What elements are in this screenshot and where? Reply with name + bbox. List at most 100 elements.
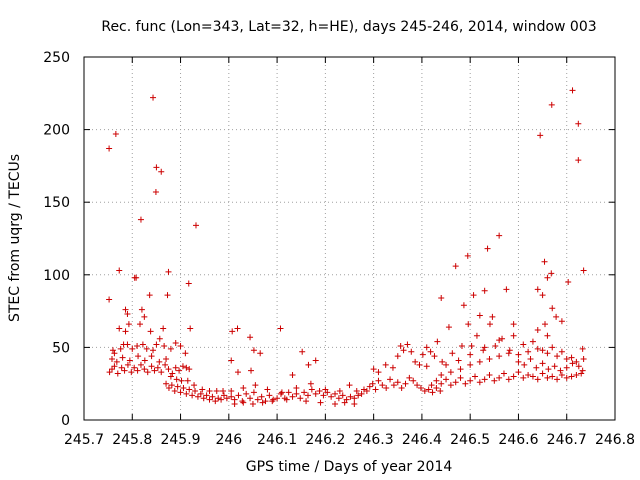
data-point (510, 321, 517, 328)
data-point (178, 377, 185, 384)
data-point (563, 364, 570, 371)
data-point (394, 353, 401, 360)
data-point (438, 295, 445, 302)
data-point (167, 345, 174, 352)
data-point (147, 328, 154, 335)
data-point (339, 392, 346, 399)
data-point (264, 386, 271, 393)
data-point (579, 345, 586, 352)
data-point (480, 347, 487, 354)
data-point (283, 396, 290, 403)
data-point (467, 377, 474, 384)
data-point (438, 380, 445, 387)
data-point (397, 342, 404, 349)
data-point (213, 387, 220, 394)
data-point (428, 382, 435, 389)
data-point (125, 321, 132, 328)
data-point (179, 363, 186, 370)
data-point (434, 338, 441, 345)
data-point (421, 387, 428, 394)
data-point (573, 371, 580, 378)
data-point (464, 252, 471, 259)
data-point (312, 357, 319, 364)
x-tick-label: 246.7 (547, 432, 587, 448)
data-point (234, 325, 241, 332)
data-point (307, 380, 314, 387)
data-point (152, 189, 159, 196)
data-point (234, 369, 241, 376)
data-point (116, 325, 123, 332)
data-point (161, 342, 168, 349)
data-point (481, 287, 488, 294)
data-point (449, 350, 456, 357)
data-point (121, 367, 128, 374)
data-point (135, 353, 142, 360)
data-point (484, 245, 491, 252)
data-point (563, 374, 570, 381)
data-point (447, 382, 454, 389)
data-point (383, 385, 390, 392)
data-point (189, 392, 196, 399)
data-point (503, 286, 510, 293)
data-point (141, 366, 148, 373)
data-point (534, 376, 541, 383)
data-point (372, 386, 379, 393)
data-point (366, 383, 373, 390)
x-tick-label: 246.6 (498, 432, 538, 448)
x-axis-label: GPS time / Days of year 2014 (246, 459, 453, 475)
data-point (476, 358, 483, 365)
data-point (558, 371, 565, 378)
data-point (304, 392, 311, 399)
data-point (156, 358, 163, 365)
data-point (515, 351, 522, 358)
axis-ticks: 245.7 245.8 245.9 246 246.1 246.2 246.3 246.4 24… (43, 50, 635, 448)
data-point (269, 398, 276, 405)
data-point (186, 366, 193, 373)
data-point (164, 292, 171, 299)
data-point (158, 168, 165, 175)
data-point (250, 389, 257, 396)
y-tick-label: 150 (43, 195, 70, 211)
data-point (148, 363, 155, 370)
data-point (270, 396, 277, 403)
data-point (111, 350, 118, 357)
data-point (375, 369, 382, 376)
data-point (510, 332, 517, 339)
data-point (116, 267, 123, 274)
data-point (575, 120, 582, 127)
data-point (580, 356, 587, 363)
data-point (129, 345, 136, 352)
data-point (539, 292, 546, 299)
data-point (375, 377, 382, 384)
data-point (363, 387, 370, 394)
data-point (162, 361, 169, 368)
data-point (274, 395, 281, 402)
x-tick-label: 246.1 (257, 432, 297, 448)
data-point (473, 332, 480, 339)
data-point (575, 157, 582, 164)
data-point (111, 363, 118, 370)
data-point (476, 379, 483, 386)
data-point (437, 387, 444, 394)
data-point (169, 370, 176, 377)
data-point (228, 393, 235, 400)
data-point (293, 385, 300, 392)
data-point (545, 366, 552, 373)
data-point (553, 313, 560, 320)
data-point (316, 387, 323, 394)
data-point (527, 356, 534, 363)
data-point (569, 87, 576, 94)
data-point (419, 351, 426, 358)
data-point (431, 353, 438, 360)
data-point (285, 389, 292, 396)
data-point (408, 348, 415, 355)
data-point (544, 332, 551, 339)
data-point (443, 361, 450, 368)
data-point (521, 361, 528, 368)
data-point (177, 389, 184, 396)
data-point (124, 361, 131, 368)
data-point (185, 280, 192, 287)
data-point (404, 341, 411, 348)
data-point (496, 353, 503, 360)
data-point (277, 390, 284, 397)
